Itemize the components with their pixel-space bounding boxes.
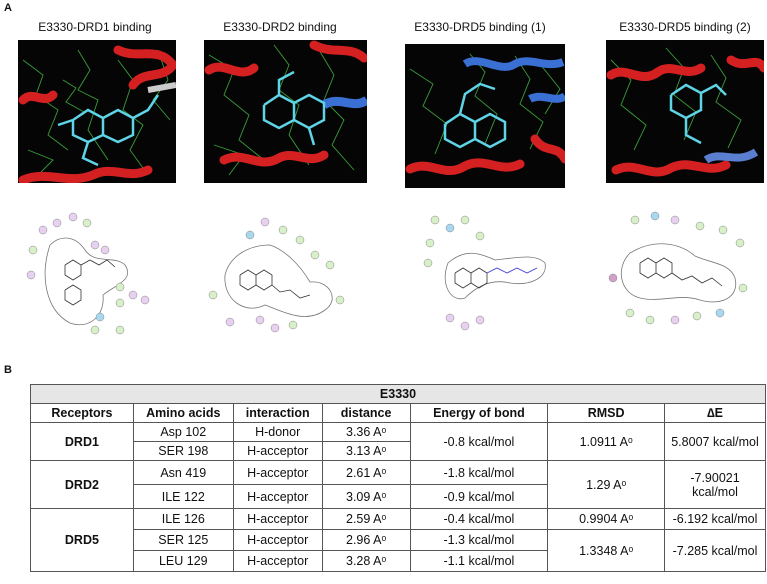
distance-cell: 3.28 Aᵒ [321,550,411,572]
panel-title-drd2: E3330-DRD2 binding [223,20,337,34]
binding-structure-image-drd5-2 [606,40,764,183]
receptor-cell: DRD2 [30,460,134,509]
binding-structure-image-drd2 [204,40,367,183]
energy-cell: -1.1 kcal/mol [409,550,549,572]
rmsd-cell: 1.0911 Aᵒ [547,422,666,461]
distance-cell: 3.36 Aᵒ [321,422,411,442]
interaction-cell: H-acceptor [232,484,323,509]
energy-cell: -1.8 kcal/mol [409,460,549,485]
column-header: Receptors [30,403,134,423]
rmsd-cell: 1.29 Aᵒ [547,460,666,509]
amino-acid-cell: SER 125 [132,529,234,551]
interaction-cell: H-acceptor [232,529,323,551]
column-header: interaction [232,403,323,423]
receptor-cell: DRD1 [30,422,134,461]
amino-acid-cell: Asn 419 [132,460,234,485]
distance-cell: 2.61 Aᵒ [321,460,411,485]
interaction-diagram-drd5-1 [423,215,546,331]
binding-structure-image-drd1 [18,40,176,183]
distance-cell: 2.59 Aᵒ [321,508,411,530]
interaction-cell: H-acceptor [232,508,323,530]
energy-cell: -1.3 kcal/mol [409,529,549,551]
delta-e-cell: -6.192 kcal/mol [664,508,766,530]
distance-cell: 2.96 Aᵒ [321,529,411,551]
panel-title-drd5-2: E3330-DRD5 binding (2) [619,20,751,34]
interaction-cell: H-acceptor [232,550,323,572]
amino-acid-cell: ILE 126 [132,508,234,530]
interaction-cell: H-donor [232,422,323,442]
interaction-cell: H-acceptor [232,441,323,461]
interaction-diagram-drd2 [208,217,345,333]
delta-e-cell: 5.8007 kcal/mol [664,422,766,461]
interaction-cell: H-acceptor [232,460,323,485]
amino-acid-cell: ILE 122 [132,484,234,509]
column-header: ∆E [664,403,766,423]
panel-title-drd1: E3330-DRD1 binding [38,20,152,34]
delta-e-cell: -7.90021 kcal/mol [664,460,766,509]
interaction-diagram-drd5-2 [608,211,748,325]
column-header: Amino acids [132,403,234,423]
column-header: RMSD [547,403,666,423]
amino-acid-cell: LEU 129 [132,550,234,572]
binding-structure-image-drd5-1 [405,44,565,188]
panel-letter-b: B [4,364,12,376]
amino-acid-cell: SER 198 [132,441,234,461]
distance-cell: 3.09 Aᵒ [321,484,411,509]
column-header: distance [321,403,411,423]
energy-cell: -0.4 kcal/mol [409,508,549,530]
panel-letter-a: A [4,2,12,14]
delta-e-cell: -7.285 kcal/mol [664,529,766,572]
energy-cell: -0.9 kcal/mol [409,484,549,509]
column-header: Energy of bond [409,403,549,423]
amino-acid-cell: Asp 102 [132,422,234,442]
binding-energy-table: E3330 Receptors Amino acids interaction … [30,384,766,572]
rmsd-cell: 1.3348 Aᵒ [547,529,666,572]
receptor-cell: DRD5 [30,508,134,572]
table-title: E3330 [30,384,766,404]
distance-cell: 3.13 Aᵒ [321,441,411,461]
panel-title-drd5-1: E3330-DRD5 binding (1) [414,20,546,34]
energy-cell: -0.8 kcal/mol [409,422,549,461]
rmsd-cell: 0.9904 Aᵒ [547,508,666,530]
interaction-diagram-drd1 [26,212,150,335]
